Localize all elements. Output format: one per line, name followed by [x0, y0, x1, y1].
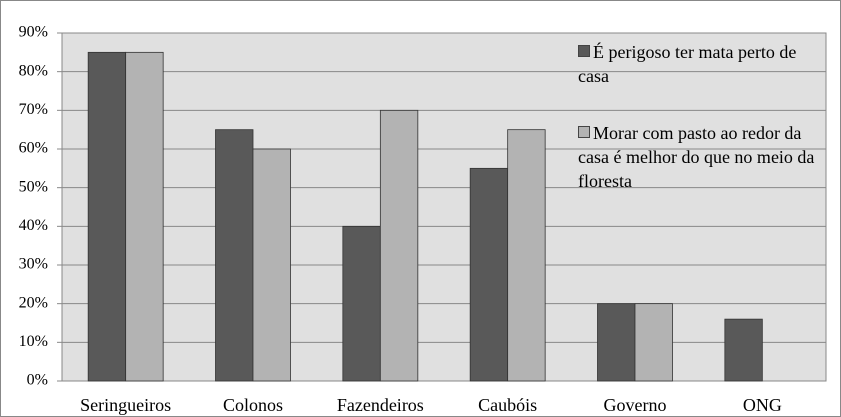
legend-label: É perigoso ter mata perto de casa	[578, 42, 797, 86]
x-tick-label: Seringueiros	[80, 395, 171, 415]
bar	[379, 109, 419, 382]
bar	[252, 148, 291, 382]
y-tick-label: 40%	[19, 217, 48, 234]
x-tick-label: Governo	[604, 395, 667, 415]
legend-item: É perigoso ter mata perto de casa	[578, 40, 828, 88]
y-tick-label: 60%	[19, 140, 48, 157]
bar	[597, 303, 636, 382]
x-tick-label: ONG	[743, 395, 782, 415]
x-tick-label: Fazendeiros	[337, 395, 424, 415]
bar	[507, 129, 546, 382]
bar	[342, 225, 381, 382]
y-tick-label: 70%	[19, 101, 48, 118]
y-tick-label: 90%	[19, 24, 48, 41]
y-tick-label: 80%	[19, 62, 48, 79]
plot-area	[61, 32, 827, 382]
bar	[87, 51, 127, 382]
y-tick-label: 10%	[19, 333, 48, 350]
y-tick-label: 0%	[27, 372, 48, 389]
bar	[125, 51, 164, 382]
bar	[215, 129, 254, 382]
legend-swatch	[578, 126, 590, 138]
x-tick-label: Colonos	[223, 395, 283, 415]
legend-label: Morar com pasto ao redor da casa é melho…	[578, 123, 815, 191]
y-tick-label: 50%	[19, 178, 48, 195]
y-tick-label: 20%	[19, 294, 48, 311]
bar	[634, 303, 673, 382]
y-tick-label: 30%	[19, 256, 48, 273]
bar	[724, 318, 763, 382]
bar	[469, 167, 509, 382]
legend-swatch	[578, 45, 590, 57]
legend-item: Morar com pasto ao redor da casa é melho…	[578, 121, 828, 193]
x-tick-label: Caubóis	[478, 395, 537, 415]
